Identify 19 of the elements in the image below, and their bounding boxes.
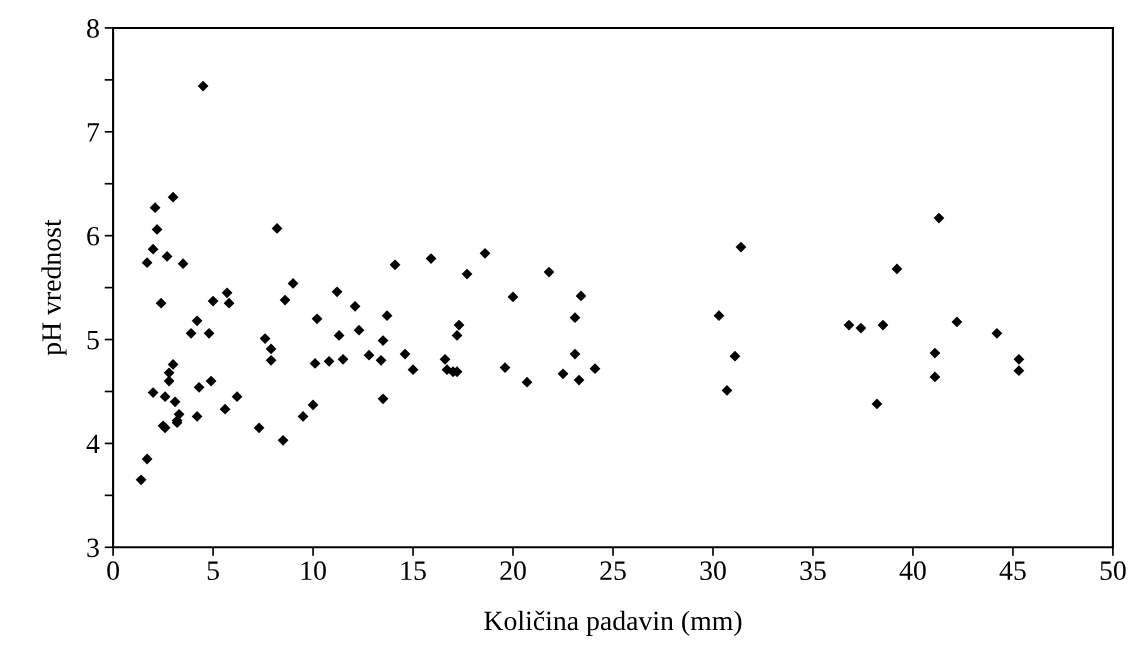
x-tick-label: 45 (999, 561, 1026, 581)
x-tick-label: 15 (401, 561, 426, 581)
x-tick-label: 5 (207, 561, 219, 581)
y-tick-label: 8 (87, 19, 99, 38)
y-tick-label: 5 (87, 331, 99, 350)
x-tick-label: 30 (700, 561, 726, 581)
x-tick-label: 0 (107, 561, 119, 581)
x-tick-label: 10 (301, 561, 326, 581)
x-tick-label: 40 (899, 561, 926, 581)
y-tick-label: 3 (87, 538, 99, 558)
x-tick-label: 20 (500, 561, 526, 581)
x-axis-title: Količina padavin (mm) (484, 610, 742, 636)
y-tick-label: 7 (87, 123, 100, 142)
y-axis-title: pH vrednost (41, 219, 67, 356)
y-tick-label: 4 (86, 434, 100, 454)
x-tick-label: 35 (800, 561, 826, 581)
x-tick-label: 50 (1100, 561, 1126, 581)
y-tick-label: 6 (87, 226, 100, 246)
x-tick-label: 25 (600, 561, 626, 581)
